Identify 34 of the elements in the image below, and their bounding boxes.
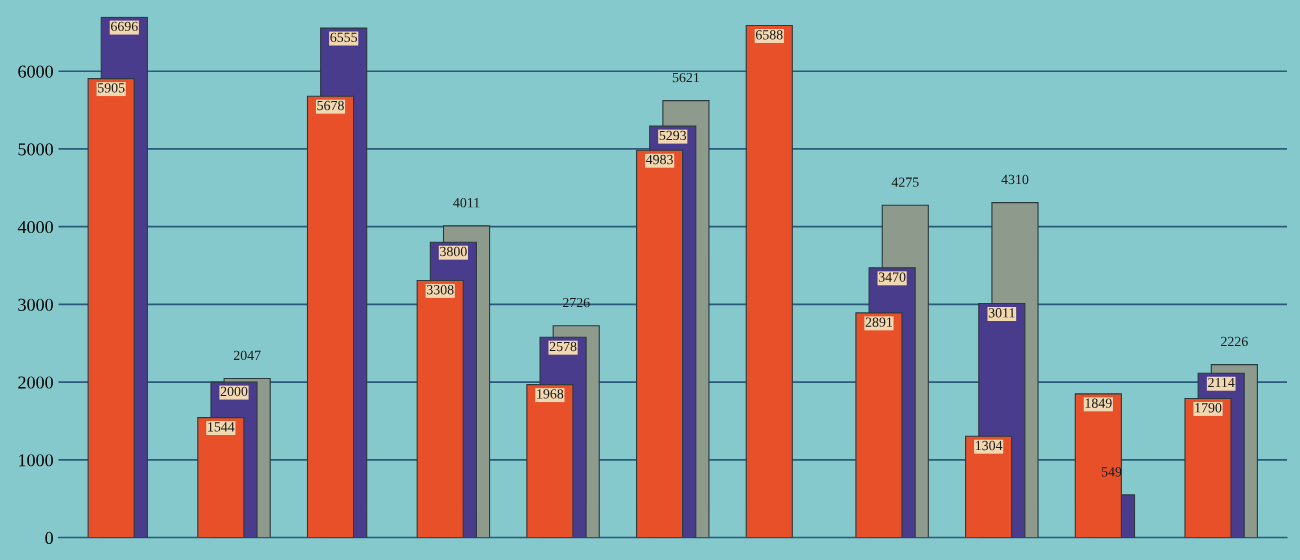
data-label: 1544 bbox=[208, 422, 235, 432]
data-label: 6696 bbox=[111, 21, 138, 32]
data-label: 3800 bbox=[440, 246, 467, 257]
y-tick-label: 1000 bbox=[19, 454, 53, 467]
y-tick-label: 5000 bbox=[18, 143, 53, 156]
data-label: 1790 bbox=[1195, 403, 1222, 413]
bar bbox=[745, 24, 793, 538]
data-label: 5293 bbox=[659, 130, 687, 141]
data-label: 2891 bbox=[865, 317, 893, 327]
data-label: 6555 bbox=[330, 32, 358, 43]
data-label: 5678 bbox=[317, 100, 344, 111]
data-label: 3011 bbox=[988, 308, 1015, 318]
data-label: 2578 bbox=[549, 341, 577, 352]
data-label: 4011 bbox=[453, 198, 480, 208]
data-label: 2226 bbox=[1221, 336, 1248, 347]
data-label: 3308 bbox=[426, 285, 454, 295]
data-label: 1968 bbox=[537, 389, 564, 399]
data-label: 4310 bbox=[1001, 174, 1029, 185]
data-label: 2000 bbox=[220, 386, 248, 397]
y-tick-label: 2000 bbox=[18, 376, 53, 389]
data-label: 2047 bbox=[233, 350, 261, 361]
y-tick-label: 0 bbox=[45, 531, 53, 545]
y-tick-label: 3000 bbox=[18, 298, 53, 311]
data-label: 6588 bbox=[755, 30, 783, 40]
y-tick-label: 6000 bbox=[18, 65, 53, 78]
data-label: 4983 bbox=[645, 154, 673, 165]
data-label: 4275 bbox=[891, 177, 919, 187]
y-tick-label: 4000 bbox=[17, 220, 53, 234]
data-label: 3470 bbox=[878, 272, 906, 282]
data-label: 5621 bbox=[672, 72, 699, 83]
data-label: 1304 bbox=[975, 440, 1003, 451]
data-label: 5905 bbox=[98, 83, 125, 93]
data-label: 1849 bbox=[1085, 398, 1112, 408]
data-label: 2114 bbox=[1208, 377, 1235, 388]
